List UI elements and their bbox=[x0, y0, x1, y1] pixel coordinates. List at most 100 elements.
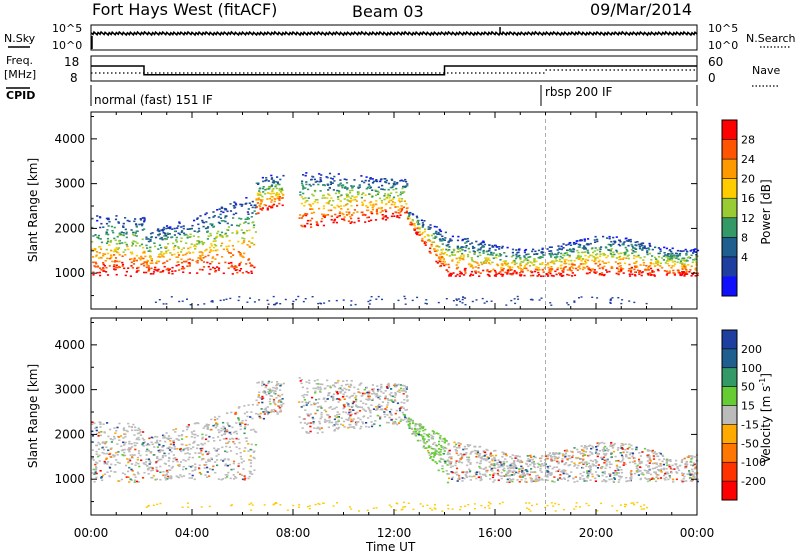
v-echo bbox=[333, 424, 336, 426]
v-echo bbox=[406, 399, 409, 401]
v-echo bbox=[626, 480, 629, 482]
v-echo bbox=[334, 382, 337, 384]
p-echo bbox=[660, 257, 664, 259]
p-echo bbox=[161, 230, 164, 232]
p-echo bbox=[257, 182, 260, 185]
p-echo bbox=[237, 251, 240, 253]
p-echo bbox=[385, 197, 388, 200]
v-echo bbox=[369, 415, 372, 417]
v-echo bbox=[511, 464, 514, 467]
v-echo bbox=[224, 477, 227, 479]
p-echo bbox=[449, 238, 452, 240]
p-echo bbox=[175, 256, 178, 258]
v-echo bbox=[416, 429, 419, 431]
v-echo bbox=[565, 462, 568, 464]
p-echo bbox=[610, 265, 613, 268]
v-echo bbox=[317, 388, 320, 390]
p-echo bbox=[619, 252, 622, 255]
v-echo bbox=[561, 469, 564, 472]
p-echo bbox=[687, 264, 690, 266]
p-ground-echo bbox=[530, 298, 533, 301]
p-echo bbox=[211, 261, 214, 263]
p-echo bbox=[676, 255, 679, 258]
v-echo bbox=[526, 473, 529, 475]
p-echo bbox=[182, 227, 185, 230]
beam-label: Beam 03 bbox=[352, 2, 424, 21]
p-echo bbox=[230, 264, 234, 267]
v-echo bbox=[357, 421, 360, 423]
v-echo bbox=[350, 395, 353, 397]
p-echo bbox=[271, 190, 274, 192]
v-echo bbox=[402, 393, 405, 395]
p-echo bbox=[570, 250, 573, 253]
p-echo bbox=[213, 267, 217, 270]
v-echo bbox=[263, 383, 266, 386]
p-echo bbox=[680, 259, 683, 261]
v-echo bbox=[270, 395, 273, 397]
p-echo bbox=[321, 197, 324, 199]
p-echo bbox=[562, 274, 565, 277]
p-echo bbox=[395, 191, 398, 194]
p-echo bbox=[236, 231, 239, 234]
p-echo bbox=[586, 265, 589, 268]
p-echo bbox=[634, 271, 637, 273]
p-echo bbox=[565, 258, 568, 261]
p-echo bbox=[424, 244, 427, 246]
p-ground-echo bbox=[328, 300, 331, 302]
v-echo bbox=[229, 477, 232, 480]
p-echo bbox=[361, 204, 364, 206]
v-echo bbox=[506, 475, 509, 477]
v-echo bbox=[391, 395, 395, 398]
p-echo bbox=[549, 272, 552, 275]
p-echo bbox=[232, 205, 235, 207]
v-echo bbox=[130, 463, 134, 465]
v-echo bbox=[107, 435, 110, 438]
p-echo bbox=[266, 208, 269, 211]
p-echo bbox=[270, 174, 273, 177]
p-echo bbox=[654, 264, 657, 267]
v-echo bbox=[133, 444, 136, 447]
v-echo bbox=[566, 458, 569, 461]
p-echo bbox=[332, 199, 335, 202]
p-echo bbox=[432, 241, 436, 243]
v-echo bbox=[97, 455, 100, 458]
p-echo bbox=[247, 259, 250, 261]
v-echo bbox=[613, 442, 616, 445]
p-echo bbox=[95, 255, 98, 258]
v-echo bbox=[594, 460, 598, 462]
p-echo bbox=[322, 205, 325, 207]
v-echo bbox=[402, 388, 405, 390]
p-echo bbox=[162, 262, 165, 265]
p-echo bbox=[155, 269, 158, 271]
v-echo bbox=[158, 458, 161, 461]
p-echo bbox=[381, 184, 384, 187]
p-echo bbox=[325, 202, 328, 204]
p-echo bbox=[330, 204, 333, 206]
p-echo bbox=[633, 274, 637, 276]
p-echo bbox=[592, 256, 595, 258]
p-echo bbox=[205, 221, 208, 223]
v-echo bbox=[393, 384, 396, 387]
p-echo bbox=[562, 247, 565, 249]
v-echo bbox=[243, 405, 246, 407]
v-echo bbox=[518, 470, 521, 473]
p-echo bbox=[347, 199, 350, 202]
p-echo bbox=[156, 229, 159, 232]
p-echo bbox=[409, 223, 412, 226]
v-echo bbox=[172, 429, 175, 431]
p-echo bbox=[149, 240, 152, 242]
v-echo bbox=[151, 437, 155, 439]
p-echo bbox=[341, 185, 344, 187]
p-echo bbox=[627, 244, 630, 247]
p-echo bbox=[481, 241, 484, 244]
p-echo bbox=[337, 196, 340, 198]
v-echo bbox=[595, 462, 598, 464]
v-echo bbox=[383, 413, 386, 416]
p-echo bbox=[360, 196, 363, 199]
p-echo bbox=[187, 247, 190, 250]
p-echo bbox=[105, 271, 108, 273]
p-echo bbox=[562, 271, 565, 273]
p-echo bbox=[577, 258, 580, 260]
p-echo bbox=[226, 210, 229, 213]
